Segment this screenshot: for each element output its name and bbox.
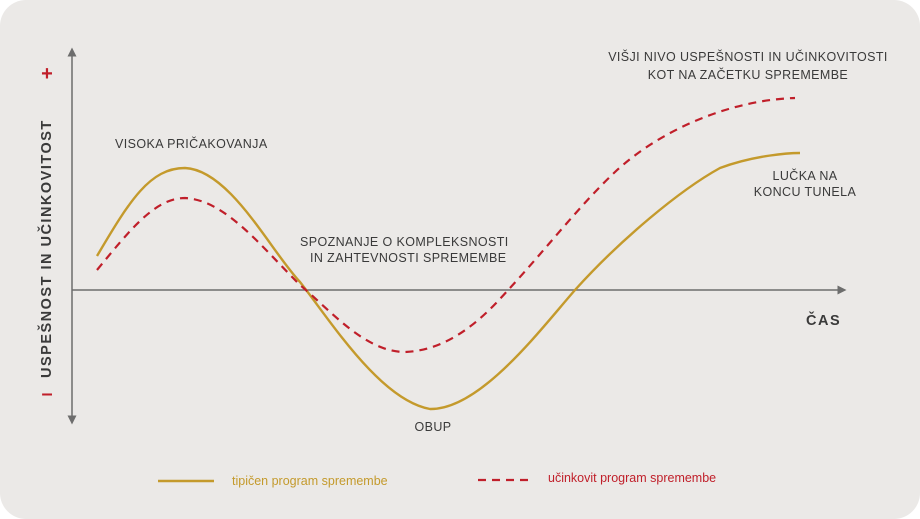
label-higher-level-line1: VIŠJI NIVO USPEŠNOSTI IN UČINKOVITOSTI [608,49,888,64]
y-axis-title: USPEŠNOST IN UČINKOVITOST [37,119,55,378]
label-light-tunnel-line1: LUČKA NA [772,168,837,183]
y-axis-plus: + [41,63,53,85]
label-high-expectations: VISOKA PRIČAKOVANJA [115,136,268,151]
effective-program-curve [96,96,796,354]
typical-program-curve [95,151,801,411]
y-axis-minus: – [41,383,52,405]
label-complexity-line2: IN ZAHTEVNOSTI SPREMEMBE [310,251,506,265]
label-despair: OBUP [414,420,451,434]
label-higher-level-line2: KOT NA ZAČETKU SPREMEMBE [648,67,848,82]
x-axis-title: ČAS [806,311,841,329]
label-complexity-line1: SPOZNANJE O KOMPLEKSNOSTI [300,235,509,249]
legend-typical-label: tipičen program spremembe [232,474,388,488]
legend-effective-label: učinkovit program spremembe [548,471,716,485]
label-light-tunnel-line2: KONCU TUNELA [754,185,857,199]
